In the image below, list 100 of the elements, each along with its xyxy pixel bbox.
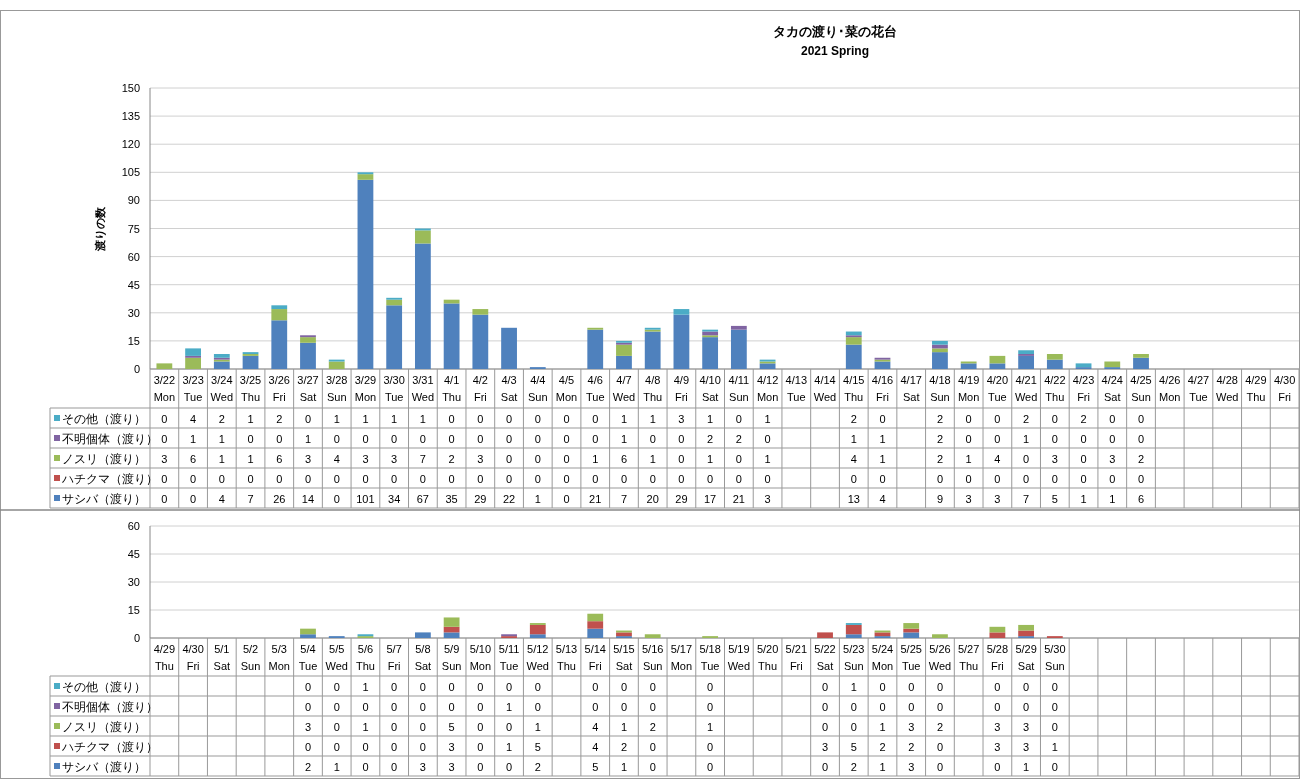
data-label: 1 [620,412,628,425]
data-label: 0 [1109,432,1116,445]
data-label: 0 [678,472,685,485]
data-label: 4 [994,452,1001,465]
x-tick-label: 4/17 Sat [900,374,922,403]
data-label: 0 [620,680,628,693]
data-label: 0 [419,680,426,693]
data-label: 0 [448,680,455,693]
data-label: 2 [936,452,943,465]
data-label: 0 [362,432,369,445]
data-label: 0 [707,472,714,485]
data-label: 0 [362,740,369,753]
y-tick-label: 90 [127,194,140,207]
x-tick-label: 5/12 Wed [526,643,549,672]
x-tick-label: 5/4 Tue [298,643,318,672]
data-label: 0 [850,720,857,733]
data-label: 0 [391,680,398,693]
y-tick-label: 120 [121,138,140,151]
data-label: 0 [391,760,398,773]
y-tick-label: 135 [121,110,140,123]
data-label: 1 [1051,740,1058,753]
x-tick-label: 5/15 Sat [613,643,635,672]
data-label: 0 [821,760,829,773]
data-label: 0 [161,492,168,505]
data-label: 1 [333,760,340,773]
data-label: 3 [994,492,1001,505]
data-label: 0 [419,700,426,713]
data-label: 0 [735,412,742,425]
legend-label: ハチクマ（渡り） [61,739,158,754]
x-tick-label: 5/26 Wed [928,643,952,672]
data-label: 0 [1051,680,1058,693]
chart-subtitle: 2021 Spring [800,44,870,58]
legend-label: その他（渡り） [62,679,146,694]
data-label: 3 [304,720,312,733]
data-label: 0 [965,412,972,425]
x-tick-label: 3/25 Thu [239,374,262,403]
x-tick-label: 5/16 Sun [641,643,664,672]
data-label: 0 [448,472,455,485]
data-label: 2 [850,412,857,425]
data-label: 0 [1023,700,1030,713]
data-label: 0 [563,412,570,425]
data-label: 0 [534,432,541,445]
y-tick-label: 60 [127,520,140,532]
data-label: 17 [704,492,717,505]
x-tick-label: 3/23 Tue [182,374,204,403]
data-label: 0 [333,472,340,485]
data-label: 0 [563,452,570,465]
data-label: 0 [333,740,340,753]
data-label: 0 [994,700,1001,713]
data-label: 0 [678,432,685,445]
x-tick-label: 4/25 Sun [1130,374,1152,403]
data-label: 1 [534,720,541,733]
data-label: 3 [1023,740,1030,753]
data-label: 0 [391,720,398,733]
data-label: 2 [707,432,714,445]
data-label: 1 [190,432,197,445]
x-tick-label: 5/11 Tue [498,643,520,672]
data-label: 0 [936,700,943,713]
data-label: 5 [1051,492,1058,505]
x-tick-label: 4/13 Tue [785,374,808,403]
data-label: 1 [247,452,254,465]
y-tick-label: 150 [121,82,140,94]
x-tick-label: 3/27 Sat [297,374,319,403]
data-label: 0 [1051,472,1058,485]
legend-label: サシバ（渡り） [62,759,146,774]
x-tick-label: 5/23 Sun [843,643,865,672]
data-label: 0 [161,472,168,485]
data-label: 1 [879,452,886,465]
data-label: 1 [1109,492,1116,505]
x-tick-label: 3/26 Fri [268,374,290,403]
x-tick-label: 4/4 Sun [528,374,548,403]
data-label: 0 [419,432,426,445]
data-label: 2 [936,412,943,425]
data-label: 1 [333,412,340,425]
data-label: 29 [675,492,688,505]
data-label: 0 [994,680,1001,693]
data-label: 0 [161,432,168,445]
y-tick-label: 45 [127,278,140,291]
data-label: 1 [707,452,714,465]
data-label: 0 [506,760,513,773]
data-label: 0 [735,472,742,485]
data-label: 1 [707,412,714,425]
x-tick-label: 5/13 Thu [555,643,578,672]
data-label: 0 [1023,452,1030,465]
data-label: 3 [1051,452,1058,465]
data-label: 0 [534,452,541,465]
x-tick-label: 4/2 Fri [472,374,488,403]
data-label: 1 [649,412,656,425]
data-label: 0 [506,412,513,425]
x-tick-label: 5/20 Thu [756,643,779,672]
data-label: 2 [1023,412,1030,425]
data-label: 0 [649,432,656,445]
data-label: 0 [649,472,656,485]
data-label: 4 [850,452,857,465]
data-label: 6 [1137,492,1145,505]
data-label: 0 [1080,452,1087,465]
y-tick-label: 75 [127,222,140,235]
data-label: 2 [1080,412,1087,425]
data-label: 0 [506,452,513,465]
data-label: 1 [707,720,714,733]
